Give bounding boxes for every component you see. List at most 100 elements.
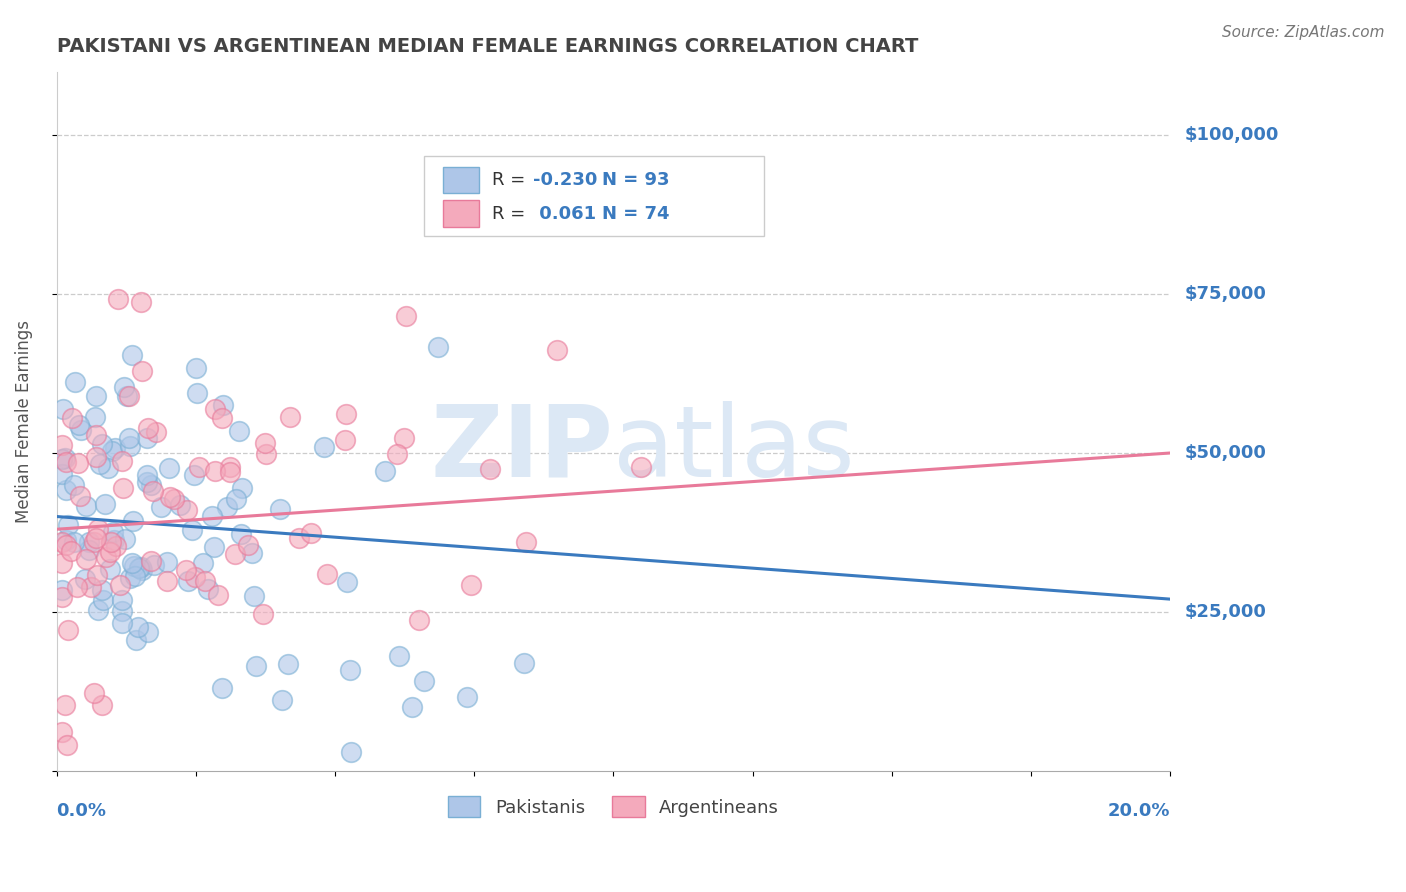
Point <box>98 545 121 559</box>
Point <box>53 698 76 712</box>
Point <box>245 658 267 673</box>
Text: 20.0%: 20.0% <box>1108 802 1170 820</box>
Point <box>60 544 83 558</box>
Point <box>207 588 229 602</box>
Point <box>243 589 266 603</box>
Point <box>79 543 101 558</box>
Point <box>63 478 86 492</box>
Point <box>395 310 418 324</box>
Point <box>194 574 217 589</box>
Bar <box>443 167 478 194</box>
Point <box>159 490 181 504</box>
Point <box>90 698 112 713</box>
Point <box>401 700 423 714</box>
Point <box>460 578 482 592</box>
Point <box>111 616 134 631</box>
Point <box>118 431 141 445</box>
Point <box>163 491 186 506</box>
Point <box>197 582 219 596</box>
Point <box>73 572 96 586</box>
Point <box>253 436 276 450</box>
Point <box>340 745 363 759</box>
Point <box>252 607 274 622</box>
Point <box>136 625 159 640</box>
Point <box>111 481 134 495</box>
Point <box>479 462 502 476</box>
Point <box>236 538 259 552</box>
Point <box>316 567 339 582</box>
Point <box>80 580 103 594</box>
Point <box>83 686 105 700</box>
Point <box>156 574 179 588</box>
Point <box>67 418 90 433</box>
Point <box>228 424 250 438</box>
Point <box>142 484 165 499</box>
Point <box>112 379 135 393</box>
Point <box>60 410 83 425</box>
Point <box>55 455 77 469</box>
Point <box>169 498 191 512</box>
Point <box>155 555 177 569</box>
Point <box>84 389 107 403</box>
Point <box>136 421 159 435</box>
Point <box>408 613 430 627</box>
Point <box>55 533 77 547</box>
Point <box>278 409 301 424</box>
Point <box>231 481 253 495</box>
Point <box>136 431 159 445</box>
Text: $75,000: $75,000 <box>1184 285 1265 303</box>
Text: atlas: atlas <box>613 401 855 498</box>
Point <box>181 523 204 537</box>
Point <box>63 534 86 549</box>
Point <box>301 525 323 540</box>
Point <box>177 574 200 588</box>
Point <box>51 467 73 481</box>
Point <box>143 558 166 573</box>
Point <box>131 563 153 577</box>
Point <box>426 340 449 354</box>
Point <box>128 561 150 575</box>
Point <box>394 431 416 445</box>
Point <box>120 571 142 585</box>
Point <box>204 402 226 417</box>
Point <box>515 535 537 549</box>
Point <box>121 514 143 528</box>
Text: R =: R = <box>492 204 531 223</box>
Point <box>129 294 152 309</box>
Point <box>630 460 652 475</box>
Point <box>136 468 159 483</box>
Point <box>312 441 335 455</box>
Text: $50,000: $50,000 <box>1184 444 1265 462</box>
Point <box>225 492 247 507</box>
Point <box>104 442 127 456</box>
Point <box>91 592 114 607</box>
Point <box>219 459 242 474</box>
Point <box>84 531 107 545</box>
Point <box>118 389 141 403</box>
Point <box>145 425 167 439</box>
Point <box>70 423 93 437</box>
Point <box>333 433 356 447</box>
Point <box>157 460 180 475</box>
Point <box>141 478 163 492</box>
Point <box>66 581 89 595</box>
Y-axis label: Median Female Earnings: Median Female Earnings <box>15 319 32 523</box>
Bar <box>443 201 478 227</box>
Point <box>204 464 226 478</box>
Point <box>75 552 97 566</box>
Point <box>546 343 568 357</box>
Point <box>51 590 73 604</box>
Point <box>287 531 309 545</box>
Point <box>184 360 207 375</box>
Point <box>117 388 139 402</box>
Point <box>52 401 75 416</box>
Point <box>90 583 112 598</box>
Point <box>211 411 233 425</box>
Text: 0.061: 0.061 <box>533 204 596 223</box>
Point <box>122 558 145 573</box>
Point <box>224 547 246 561</box>
Point <box>58 518 80 533</box>
Point <box>513 656 536 670</box>
Point <box>336 574 359 589</box>
Point <box>174 563 197 577</box>
